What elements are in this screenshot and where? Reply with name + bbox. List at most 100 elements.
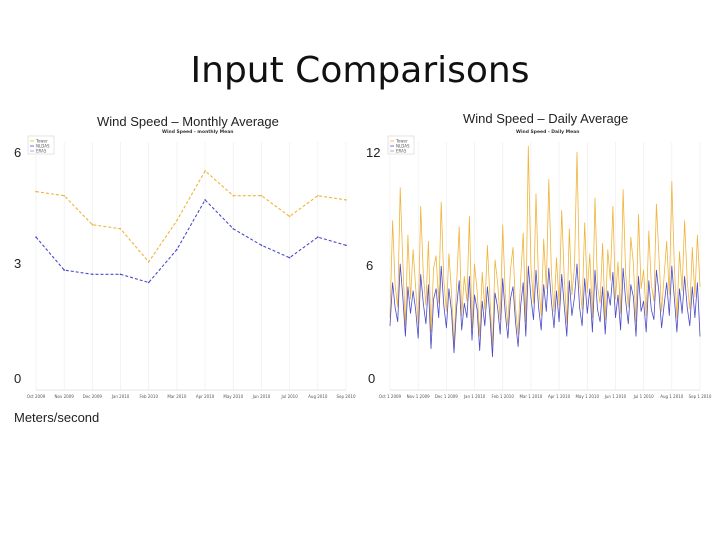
data-point-nldas (540, 329, 542, 331)
x-tick-label: Nov 2009 (55, 394, 75, 399)
data-point-nldas (428, 284, 429, 285)
data-point-tower (561, 209, 562, 211)
data-point-tower (435, 255, 437, 256)
data-point-nldas (694, 317, 696, 318)
data-point-tower (438, 302, 439, 304)
data-point-tower (502, 224, 503, 225)
data-point-nldas (589, 288, 591, 289)
data-point-tower (551, 271, 552, 273)
data-point-nldas (653, 319, 655, 320)
data-point-tower (499, 319, 501, 320)
data-point-tower (420, 205, 421, 207)
daily-legend: Tower NLDAS ERA5 (387, 135, 415, 155)
data-point-nldas (484, 325, 486, 327)
data-point-tower (533, 302, 534, 304)
data-point-nldas (433, 298, 434, 300)
data-point-nldas (522, 282, 524, 283)
data-point-tower (476, 290, 478, 292)
data-point-tower (484, 309, 486, 310)
data-point-tower (535, 193, 537, 194)
data-point-nldas (671, 265, 673, 267)
data-point-tower (415, 286, 416, 287)
data-point-nldas (612, 271, 614, 273)
data-point-nldas (602, 286, 603, 287)
series-line-nldas (389, 263, 701, 357)
data-point-nldas (417, 338, 419, 339)
data-point-tower (622, 189, 624, 190)
daily-inner-title: Wind Speed - Daily Mean (516, 129, 579, 135)
monthly-chart-title: Wind Speed – Monthly Average (97, 114, 279, 129)
monthly-inner-title: Wind Speed - monthly Mean (162, 129, 233, 135)
data-point-tower (515, 307, 516, 308)
data-point-nldas (420, 274, 421, 275)
data-point-nldas (571, 315, 573, 316)
data-point-tower (397, 307, 398, 308)
data-point-tower (645, 315, 647, 316)
data-point-nldas (425, 323, 427, 325)
data-point-tower (584, 222, 585, 223)
x-tick-label: Apr 2010 (196, 394, 215, 399)
data-point-tower (479, 336, 480, 337)
data-point-nldas (453, 352, 455, 354)
daily-legend-tower: Tower (395, 139, 408, 144)
data-point-nldas (423, 302, 424, 304)
legend-nldas: NLDAS (36, 144, 50, 149)
data-point-tower (487, 245, 488, 246)
data-point-nldas (492, 356, 493, 358)
data-point-nldas (556, 290, 557, 292)
data-point-tower (548, 178, 550, 180)
data-point-tower (446, 311, 447, 312)
data-point-tower (694, 296, 696, 298)
x-tick-label: Aug 2010 (308, 394, 328, 399)
data-point-tower (494, 259, 496, 261)
data-point-nldas (448, 288, 450, 289)
data-point-nldas (638, 276, 639, 277)
data-point-tower (669, 294, 670, 296)
data-point-nldas (592, 331, 593, 333)
data-point-tower (204, 170, 206, 172)
data-point-tower (469, 216, 470, 217)
x-tick-label: Jun 2010 (252, 394, 271, 399)
data-point-nldas (635, 336, 637, 337)
x-tick-label: Jun 1 2010 (604, 394, 627, 399)
daily-legend-nldas: NLDAS (396, 144, 410, 149)
data-point-nldas (579, 307, 580, 308)
data-point-tower (630, 236, 632, 238)
data-point-tower (63, 194, 65, 197)
data-point-tower (497, 282, 498, 283)
data-point-nldas (392, 282, 393, 283)
data-point-tower (423, 274, 424, 275)
data-point-tower (489, 296, 491, 298)
data-point-nldas (684, 276, 685, 277)
data-point-nldas (594, 269, 596, 271)
data-point-tower (643, 269, 644, 271)
data-point-tower (147, 261, 150, 263)
data-point-nldas (648, 280, 650, 281)
data-point-nldas (669, 315, 670, 316)
data-point-nldas (628, 323, 629, 325)
data-point-tower (576, 152, 578, 153)
series-line-tower (389, 146, 701, 347)
series-line-nldas (35, 198, 347, 284)
data-point-nldas (317, 236, 319, 238)
data-point-nldas (620, 329, 621, 331)
data-point-tower (615, 298, 616, 300)
data-point-tower (574, 265, 575, 267)
data-point-tower (697, 234, 698, 236)
data-point-nldas (538, 307, 539, 308)
data-point-tower (451, 292, 452, 294)
data-point-tower (481, 271, 483, 273)
data-point-tower (674, 267, 675, 269)
data-point-nldas (446, 327, 447, 329)
data-point-nldas (464, 302, 465, 304)
data-point-tower (684, 220, 685, 221)
data-point-tower (633, 263, 634, 265)
data-point-nldas (481, 300, 483, 302)
data-point-tower (558, 305, 560, 306)
data-point-nldas (692, 286, 693, 287)
data-point-nldas (415, 309, 416, 310)
data-point-tower (443, 280, 445, 281)
data-point-nldas (176, 248, 178, 251)
data-point-nldas (407, 286, 409, 287)
data-point-tower (689, 309, 691, 310)
